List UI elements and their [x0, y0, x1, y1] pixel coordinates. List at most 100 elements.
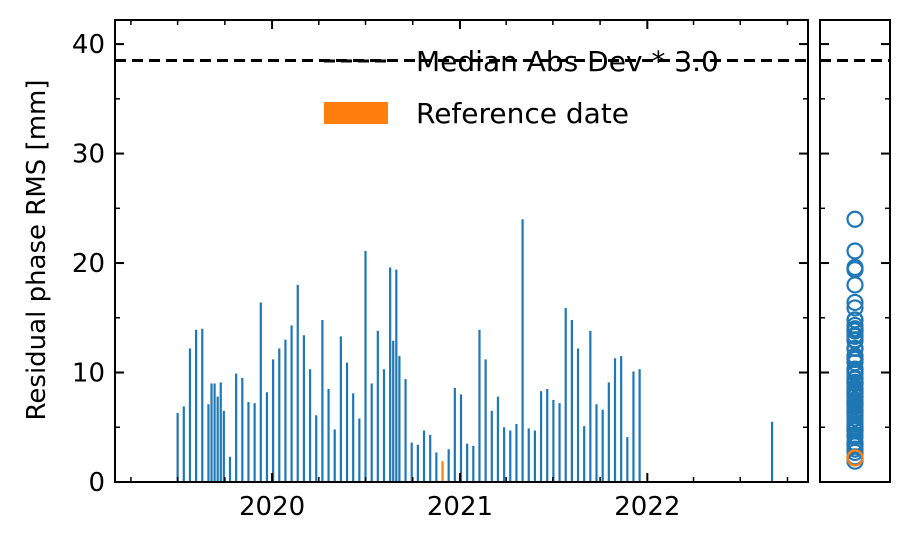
bar — [527, 428, 530, 482]
bar — [308, 369, 312, 482]
scatter-point — [846, 373, 864, 391]
bar — [503, 427, 506, 482]
x-axis-ticks: 2020 2021 2022 — [130, 20, 789, 522]
bar — [321, 319, 324, 482]
bar — [410, 442, 413, 482]
scatter-point — [846, 395, 864, 413]
y-axis-title: Residual phase RMS [mm] — [22, 80, 52, 421]
legend: Median Abs Dev * 3.0 Reference date — [324, 45, 719, 130]
bar — [564, 307, 567, 482]
bar — [364, 251, 367, 482]
bar — [228, 456, 232, 482]
bar — [539, 391, 543, 482]
bar — [201, 328, 204, 482]
bar — [496, 396, 500, 482]
bar — [235, 373, 238, 482]
bar — [333, 429, 336, 482]
bar — [265, 392, 269, 482]
legend-reference-label: Reference date — [416, 97, 629, 130]
bar — [327, 388, 330, 482]
scatter-point — [846, 322, 864, 340]
x-tick-label: 2020 — [239, 492, 305, 522]
main-plot-area: 0 10 20 30 40 2020 2021 2022 Residual phase RM… — [22, 19, 809, 522]
bar — [546, 388, 549, 482]
side-plot-frame — [819, 19, 891, 483]
scatter-point — [846, 293, 864, 312]
bar — [210, 383, 213, 482]
bar — [595, 404, 598, 482]
bar — [583, 426, 586, 482]
scatter-point — [846, 360, 864, 378]
bar — [278, 348, 281, 482]
bar — [404, 379, 407, 482]
bar — [558, 403, 561, 482]
bar — [290, 325, 293, 482]
scatter-point — [846, 276, 864, 294]
bar — [459, 394, 463, 482]
side-plot-area — [819, 19, 891, 483]
scatter-point — [846, 299, 864, 317]
bar — [382, 369, 386, 482]
scatter-point — [846, 339, 864, 358]
bar — [589, 330, 592, 482]
bar — [392, 340, 395, 482]
bar — [370, 383, 373, 482]
x-tick-label: 2022 — [614, 492, 680, 522]
bar — [188, 348, 192, 482]
bar — [466, 443, 469, 482]
bar — [447, 449, 450, 482]
bar — [638, 369, 641, 482]
bar — [626, 437, 629, 482]
scatter-point — [846, 401, 864, 419]
bar — [613, 358, 617, 482]
bar — [296, 284, 299, 482]
bar — [272, 359, 275, 482]
bar — [435, 452, 438, 482]
y-tick-label: 30 — [72, 140, 105, 170]
scatter-point — [846, 417, 864, 435]
bar — [182, 406, 185, 482]
side-y-ticks — [820, 43, 890, 483]
main-plot-frame — [114, 19, 809, 483]
bar — [770, 421, 774, 482]
bar — [247, 402, 250, 482]
bar — [509, 430, 512, 482]
bar — [345, 362, 349, 482]
bar — [552, 399, 555, 482]
legend-threshold-label: Median Abs Dev * 3.0 — [416, 45, 719, 78]
bar — [490, 410, 493, 482]
bar — [352, 393, 355, 482]
bar — [339, 336, 342, 482]
y-tick-label: 40 — [72, 30, 105, 60]
bar — [302, 335, 306, 482]
scatter-point — [846, 311, 864, 329]
scatter-point — [846, 421, 864, 440]
bar — [515, 423, 518, 482]
bar — [601, 409, 604, 482]
scatter-point — [846, 413, 864, 431]
bars — [176, 219, 774, 482]
bar — [607, 382, 610, 482]
legend-reference-swatch — [324, 102, 388, 124]
bar — [478, 329, 481, 482]
bar — [284, 339, 287, 482]
bar — [376, 330, 379, 482]
bar — [429, 434, 432, 482]
bar — [222, 410, 225, 482]
y-axis-ticks: 0 10 20 30 40 — [72, 30, 808, 498]
bar — [176, 413, 179, 482]
bar — [453, 387, 456, 482]
scatter-point — [846, 327, 864, 345]
scatter-points — [846, 210, 864, 470]
bar — [358, 418, 361, 482]
bar — [521, 219, 524, 482]
bar — [213, 383, 216, 482]
bar — [195, 329, 198, 482]
bar — [416, 444, 419, 482]
bar — [484, 359, 487, 482]
bar — [389, 267, 392, 482]
bar — [219, 382, 222, 482]
bar — [216, 396, 219, 482]
bar — [253, 403, 256, 482]
bar — [259, 302, 262, 482]
